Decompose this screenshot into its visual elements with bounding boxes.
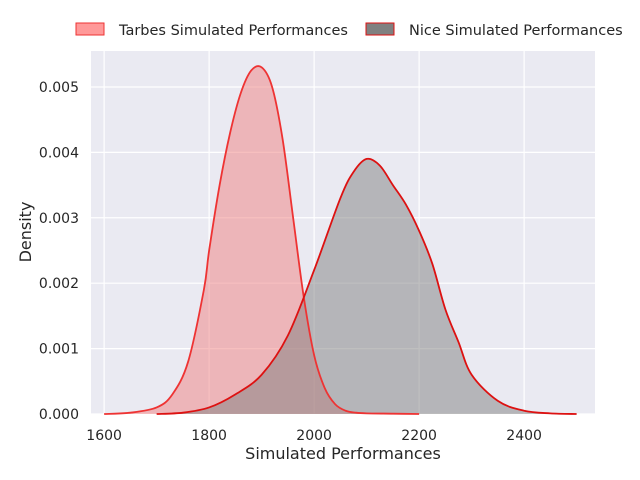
y-tick-label: 0.000 bbox=[39, 407, 79, 423]
x-tick-label: 1800 bbox=[191, 428, 227, 444]
legend: Tarbes Simulated Performances Nice Simula… bbox=[75, 22, 623, 39]
x-axis-label: Simulated Performances bbox=[245, 444, 441, 463]
x-tick-label: 1600 bbox=[86, 428, 122, 444]
y-tick-label: 0.005 bbox=[39, 80, 79, 96]
y-tick-label: 0.003 bbox=[39, 211, 79, 227]
density-line-tarbes bbox=[104, 65, 420, 415]
y-tick-label: 0.001 bbox=[39, 342, 79, 358]
density-area-nice bbox=[156, 158, 577, 414]
density-areas bbox=[104, 65, 577, 415]
y-tick-label: 0.004 bbox=[39, 145, 79, 161]
legend-label-nice: Nice Simulated Performances bbox=[409, 23, 623, 39]
x-axis-ticks: 1600 1800 2000 2200 2400 bbox=[86, 428, 542, 444]
legend-label-tarbes: Tarbes Simulated Performances bbox=[118, 23, 348, 39]
y-tick-label: 0.002 bbox=[39, 276, 79, 292]
grid-lines bbox=[91, 51, 595, 415]
density-area-tarbes bbox=[104, 66, 420, 415]
x-tick-label: 2000 bbox=[296, 428, 332, 444]
y-axis-label: Density bbox=[16, 202, 35, 263]
density-line-nice bbox=[156, 157, 577, 415]
x-tick-label: 2400 bbox=[506, 428, 542, 444]
legend-swatch-tarbes bbox=[75, 22, 105, 36]
legend-swatch-nice bbox=[365, 22, 395, 36]
y-axis-ticks: 0.000 0.001 0.002 0.003 0.004 0.005 bbox=[39, 80, 79, 423]
x-tick-label: 2200 bbox=[401, 428, 437, 444]
